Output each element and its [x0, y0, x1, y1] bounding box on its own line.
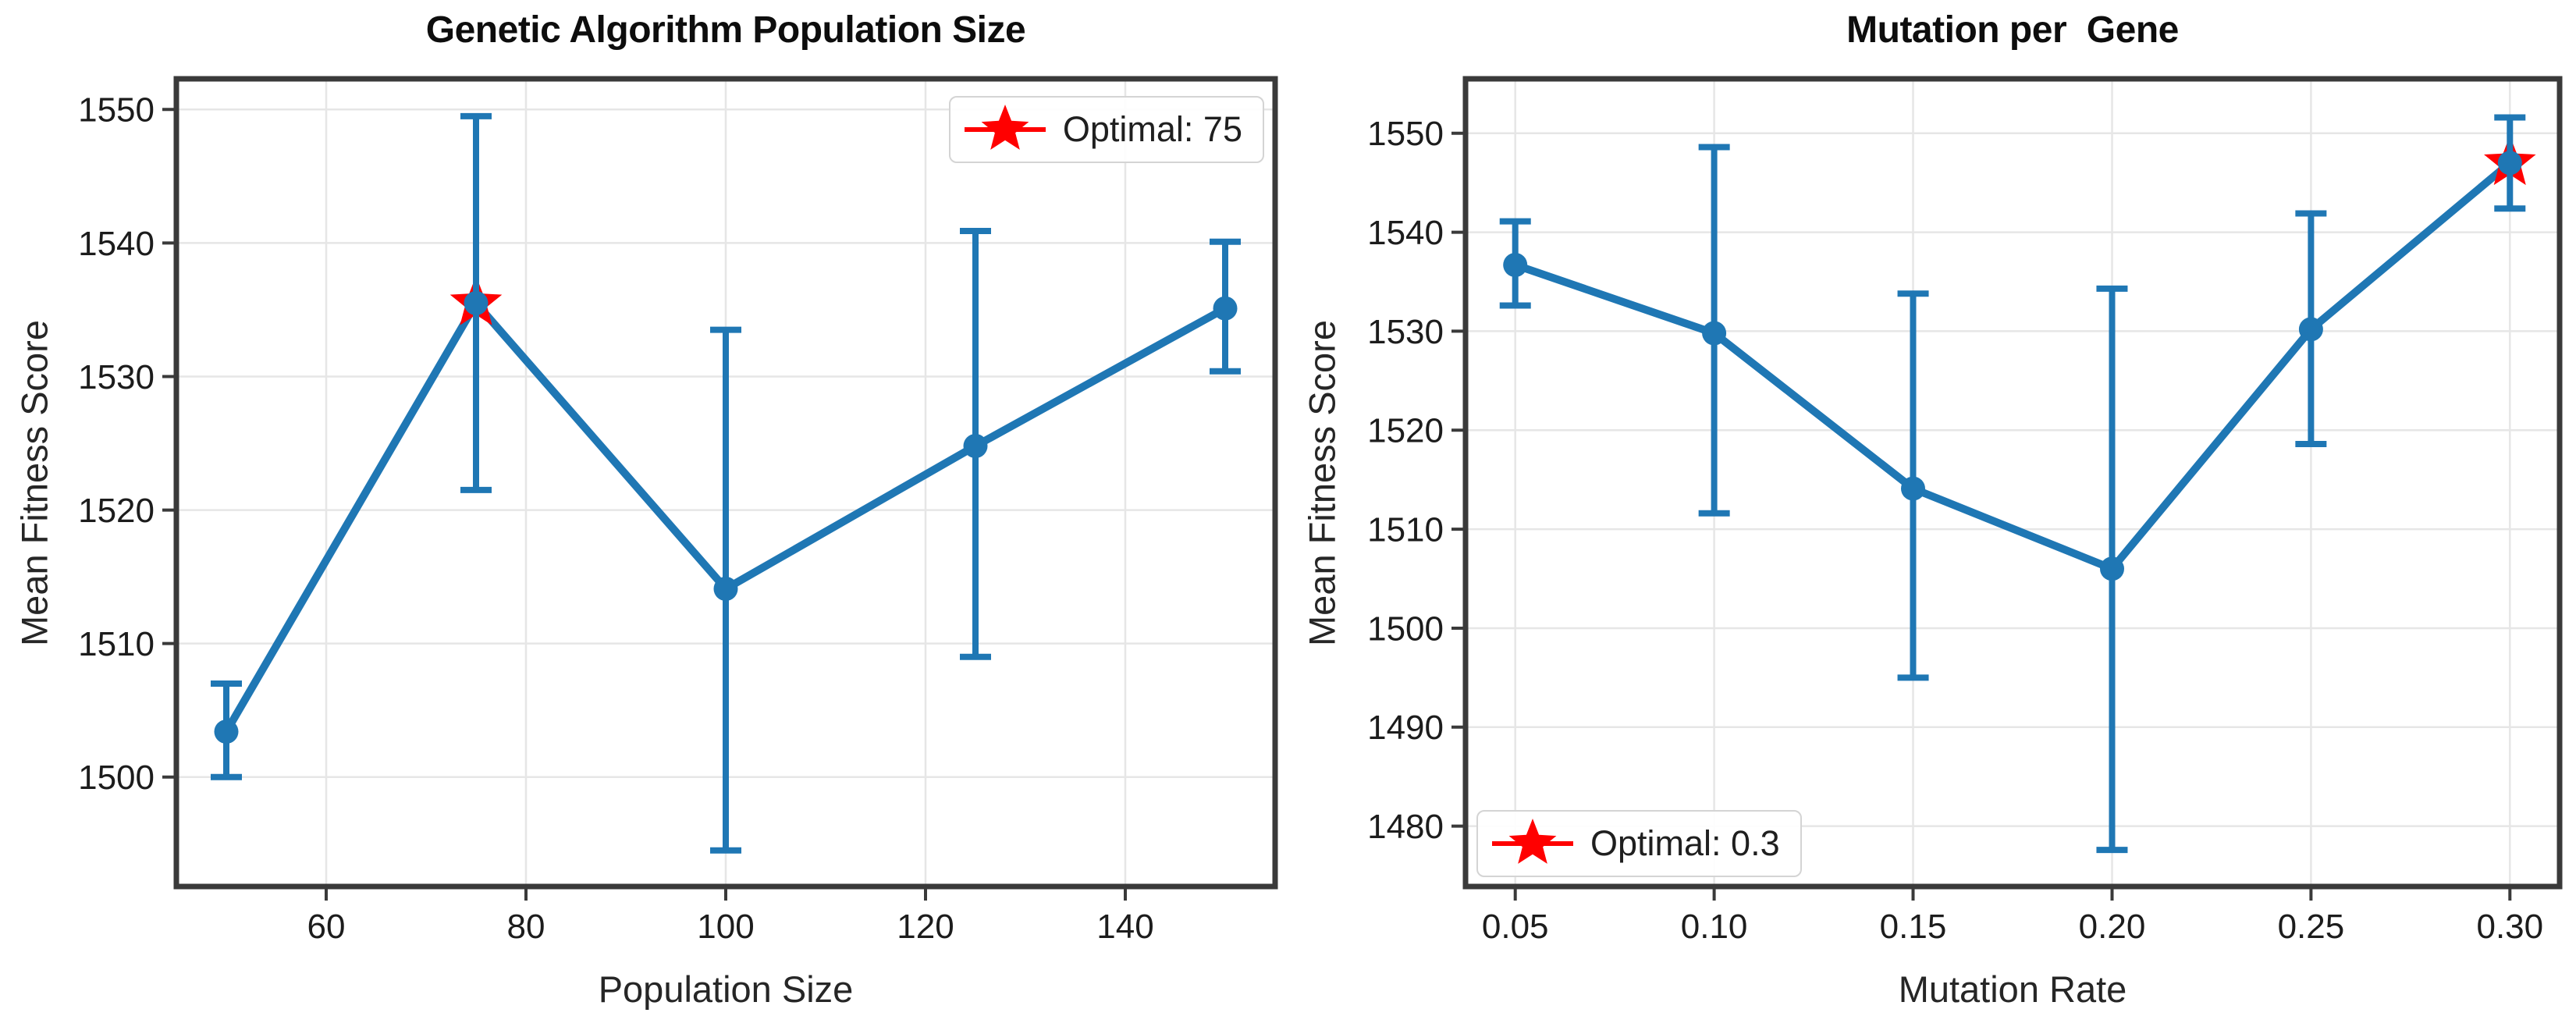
x-tick-label: 140 — [1096, 908, 1153, 946]
data-point — [2100, 556, 2124, 581]
legend-star — [981, 105, 1029, 150]
legend-star — [1508, 819, 1557, 864]
x-tick-label: 0.05 — [1482, 908, 1549, 946]
data-point — [214, 720, 239, 744]
y-tick-label: 1540 — [78, 225, 155, 263]
y-tick-label: 1480 — [1367, 808, 1444, 846]
y-tick-label: 1530 — [1367, 313, 1444, 351]
x-tick-label: 60 — [307, 908, 346, 946]
chart-mutation-rate: 1480 1490 1500 1510 1520 1530 1540 1550 0.05 0.10… — [1288, 0, 2575, 1034]
x-tick-label: 100 — [697, 908, 754, 946]
data-point — [2497, 151, 2522, 176]
y-tick-label: 1530 — [78, 358, 155, 396]
y-tick-label: 1490 — [1367, 709, 1444, 747]
x-tick-label: 0.15 — [1880, 908, 1947, 946]
plot-area: 1500 1510 1520 1530 1540 1550 60 80 100 120 140 — [78, 76, 1278, 946]
legend: Optimal: 0.3 — [1476, 810, 1802, 877]
plot-border — [1462, 76, 2563, 890]
data-point — [713, 577, 738, 601]
x-tick-label: 0.10 — [1681, 908, 1748, 946]
chart-title: Mutation per Gene — [1846, 9, 2179, 51]
x-tick-label: 80 — [507, 908, 545, 946]
legend-label: Optimal: 75 — [1062, 109, 1242, 149]
x-tick-label: 0.25 — [2278, 908, 2345, 946]
y-axis-label: Mean Fitness Score — [1301, 319, 1343, 646]
data-point — [1901, 476, 1925, 501]
y-tick-label: 1520 — [1367, 412, 1444, 450]
data-point — [1213, 296, 1238, 321]
chart-population-size: 1500 1510 1520 1530 1540 1550 60 80 100 120 140 Ge… — [13, 9, 1278, 1010]
data-point — [464, 290, 489, 315]
x-axis-label: Population Size — [598, 968, 854, 1010]
optimal-star-icon — [1492, 819, 1573, 864]
chart-title: Genetic Algorithm Population Size — [425, 9, 1026, 51]
y-axis-label: Mean Fitness Score — [13, 319, 55, 646]
y-tick-label: 1500 — [78, 759, 155, 797]
data-point — [963, 434, 988, 458]
data-point — [2298, 317, 2323, 342]
data-point — [1503, 253, 1528, 277]
y-tick-label: 1500 — [1367, 609, 1444, 648]
data-line — [1511, 158, 2514, 573]
y-tick-label: 1550 — [78, 91, 155, 130]
y-tick-label: 1520 — [78, 492, 155, 530]
optimal-star-icon — [964, 105, 1046, 150]
x-tick-label: 0.30 — [2476, 908, 2543, 946]
y-tick-label: 1540 — [1367, 214, 1444, 252]
x-axis-label: Mutation Rate — [1898, 968, 2127, 1010]
y-tick-label: 1510 — [78, 625, 155, 663]
y-tick-label: 1510 — [1367, 511, 1444, 549]
legend: Optimal: 75 — [948, 96, 1264, 163]
data-point — [1702, 321, 1727, 346]
plot-area: 1480 1490 1500 1510 1520 1530 1540 1550 0.05 0.10… — [1367, 76, 2563, 946]
legend-label: Optimal: 0.3 — [1590, 823, 1780, 863]
x-tick-label: 120 — [897, 908, 954, 946]
y-tick-label: 1550 — [1367, 115, 1444, 153]
x-tick-label: 0.20 — [2079, 908, 2146, 946]
